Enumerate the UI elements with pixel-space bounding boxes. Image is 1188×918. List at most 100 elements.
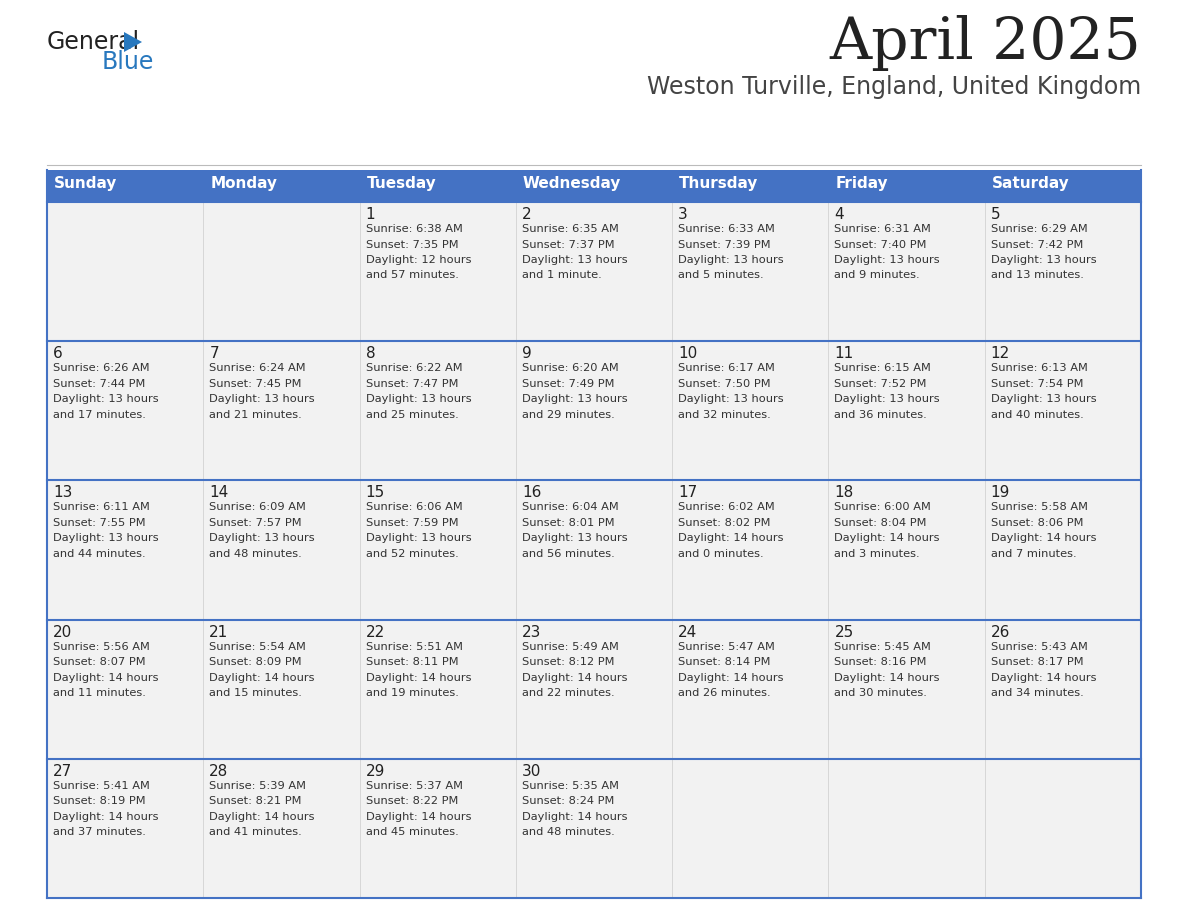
Text: Daylight: 13 hours: Daylight: 13 hours	[366, 394, 472, 404]
Text: 12: 12	[991, 346, 1010, 361]
Text: Sunrise: 5:54 AM: Sunrise: 5:54 AM	[209, 642, 307, 652]
Text: Sunrise: 6:24 AM: Sunrise: 6:24 AM	[209, 364, 307, 374]
Bar	[672, 759, 828, 898]
Text: 10: 10	[678, 346, 697, 361]
Bar	[828, 759, 985, 898]
Bar	[360, 759, 516, 898]
Text: 11: 11	[834, 346, 854, 361]
Text: Sunset: 8:07 PM: Sunset: 8:07 PM	[53, 657, 146, 667]
Text: 9: 9	[522, 346, 531, 361]
Bar	[516, 202, 672, 341]
Text: and 48 minutes.: and 48 minutes.	[522, 827, 614, 837]
Bar	[48, 170, 1140, 202]
Text: and 1 minute.: and 1 minute.	[522, 271, 601, 281]
Text: Tuesday: Tuesday	[367, 176, 436, 191]
Text: and 45 minutes.: and 45 minutes.	[366, 827, 459, 837]
Text: Daylight: 13 hours: Daylight: 13 hours	[678, 394, 784, 404]
Bar	[985, 341, 1140, 480]
Text: Sunset: 7:59 PM: Sunset: 7:59 PM	[366, 518, 459, 528]
Text: Wednesday: Wednesday	[523, 176, 621, 191]
Bar	[360, 480, 516, 620]
Text: and 36 minutes.: and 36 minutes.	[834, 409, 927, 420]
Text: 6: 6	[53, 346, 63, 361]
Text: Sunrise: 6:17 AM: Sunrise: 6:17 AM	[678, 364, 775, 374]
Text: Sunset: 8:06 PM: Sunset: 8:06 PM	[991, 518, 1083, 528]
Text: Sunset: 7:44 PM: Sunset: 7:44 PM	[53, 379, 145, 388]
Text: April 2025: April 2025	[829, 15, 1140, 71]
Text: Daylight: 14 hours: Daylight: 14 hours	[366, 812, 472, 822]
Text: Sunset: 8:24 PM: Sunset: 8:24 PM	[522, 796, 614, 806]
Bar	[360, 341, 516, 480]
Text: Sunset: 8:14 PM: Sunset: 8:14 PM	[678, 657, 771, 667]
Text: Sunset: 8:02 PM: Sunset: 8:02 PM	[678, 518, 771, 528]
Text: Daylight: 14 hours: Daylight: 14 hours	[678, 533, 784, 543]
Text: and 44 minutes.: and 44 minutes.	[53, 549, 146, 559]
Text: Sunset: 8:09 PM: Sunset: 8:09 PM	[209, 657, 302, 667]
Text: Weston Turville, England, United Kingdom: Weston Turville, England, United Kingdom	[646, 75, 1140, 99]
Text: Sunset: 8:21 PM: Sunset: 8:21 PM	[209, 796, 302, 806]
Text: Friday: Friday	[835, 176, 889, 191]
Text: 22: 22	[366, 624, 385, 640]
Bar	[672, 480, 828, 620]
Text: Daylight: 13 hours: Daylight: 13 hours	[53, 533, 159, 543]
Text: 25: 25	[834, 624, 854, 640]
Text: Sunset: 7:47 PM: Sunset: 7:47 PM	[366, 379, 459, 388]
Text: and 52 minutes.: and 52 minutes.	[366, 549, 459, 559]
Bar	[48, 480, 203, 620]
Text: Sunrise: 6:15 AM: Sunrise: 6:15 AM	[834, 364, 931, 374]
Bar	[985, 759, 1140, 898]
Text: Daylight: 14 hours: Daylight: 14 hours	[366, 673, 472, 683]
Bar	[360, 202, 516, 341]
Text: Daylight: 14 hours: Daylight: 14 hours	[834, 533, 940, 543]
Text: Sunrise: 6:02 AM: Sunrise: 6:02 AM	[678, 502, 775, 512]
Text: Sunrise: 6:04 AM: Sunrise: 6:04 AM	[522, 502, 619, 512]
Text: 3: 3	[678, 207, 688, 222]
Text: Sunset: 7:45 PM: Sunset: 7:45 PM	[209, 379, 302, 388]
Text: and 30 minutes.: and 30 minutes.	[834, 688, 928, 698]
Bar	[985, 202, 1140, 341]
Text: 21: 21	[209, 624, 228, 640]
Text: and 0 minutes.: and 0 minutes.	[678, 549, 764, 559]
Text: Sunset: 8:12 PM: Sunset: 8:12 PM	[522, 657, 614, 667]
Text: Sunrise: 5:56 AM: Sunrise: 5:56 AM	[53, 642, 150, 652]
Bar	[48, 759, 203, 898]
Text: 19: 19	[991, 486, 1010, 500]
Text: Daylight: 13 hours: Daylight: 13 hours	[991, 255, 1097, 265]
Text: and 57 minutes.: and 57 minutes.	[366, 271, 459, 281]
Text: Sunset: 7:50 PM: Sunset: 7:50 PM	[678, 379, 771, 388]
Text: Sunrise: 5:51 AM: Sunrise: 5:51 AM	[366, 642, 462, 652]
Text: and 40 minutes.: and 40 minutes.	[991, 409, 1083, 420]
Text: Daylight: 14 hours: Daylight: 14 hours	[53, 673, 158, 683]
Text: Sunset: 7:52 PM: Sunset: 7:52 PM	[834, 379, 927, 388]
Text: 5: 5	[991, 207, 1000, 222]
Text: and 5 minutes.: and 5 minutes.	[678, 271, 764, 281]
Text: Sunrise: 5:41 AM: Sunrise: 5:41 AM	[53, 781, 150, 790]
Bar	[672, 620, 828, 759]
Text: Sunset: 7:49 PM: Sunset: 7:49 PM	[522, 379, 614, 388]
Text: Sunrise: 6:33 AM: Sunrise: 6:33 AM	[678, 224, 775, 234]
Text: 1: 1	[366, 207, 375, 222]
Text: Daylight: 14 hours: Daylight: 14 hours	[53, 812, 158, 822]
Text: and 48 minutes.: and 48 minutes.	[209, 549, 302, 559]
Text: Sunrise: 6:29 AM: Sunrise: 6:29 AM	[991, 224, 1087, 234]
Text: 24: 24	[678, 624, 697, 640]
Text: Sunrise: 6:20 AM: Sunrise: 6:20 AM	[522, 364, 619, 374]
Text: Sunday: Sunday	[53, 176, 118, 191]
Text: Sunset: 8:19 PM: Sunset: 8:19 PM	[53, 796, 146, 806]
Text: Sunset: 8:11 PM: Sunset: 8:11 PM	[366, 657, 459, 667]
Text: and 25 minutes.: and 25 minutes.	[366, 409, 459, 420]
Text: Daylight: 14 hours: Daylight: 14 hours	[991, 533, 1097, 543]
Bar	[360, 620, 516, 759]
Text: and 19 minutes.: and 19 minutes.	[366, 688, 459, 698]
Bar	[48, 620, 203, 759]
Text: 30: 30	[522, 764, 542, 778]
Text: Sunset: 7:55 PM: Sunset: 7:55 PM	[53, 518, 146, 528]
Text: Daylight: 13 hours: Daylight: 13 hours	[522, 394, 627, 404]
Text: Daylight: 13 hours: Daylight: 13 hours	[209, 533, 315, 543]
Text: Sunset: 7:42 PM: Sunset: 7:42 PM	[991, 240, 1083, 250]
Text: Sunrise: 6:35 AM: Sunrise: 6:35 AM	[522, 224, 619, 234]
Text: Sunset: 8:22 PM: Sunset: 8:22 PM	[366, 796, 457, 806]
Text: and 37 minutes.: and 37 minutes.	[53, 827, 146, 837]
Text: Daylight: 14 hours: Daylight: 14 hours	[834, 673, 940, 683]
Text: 18: 18	[834, 486, 854, 500]
